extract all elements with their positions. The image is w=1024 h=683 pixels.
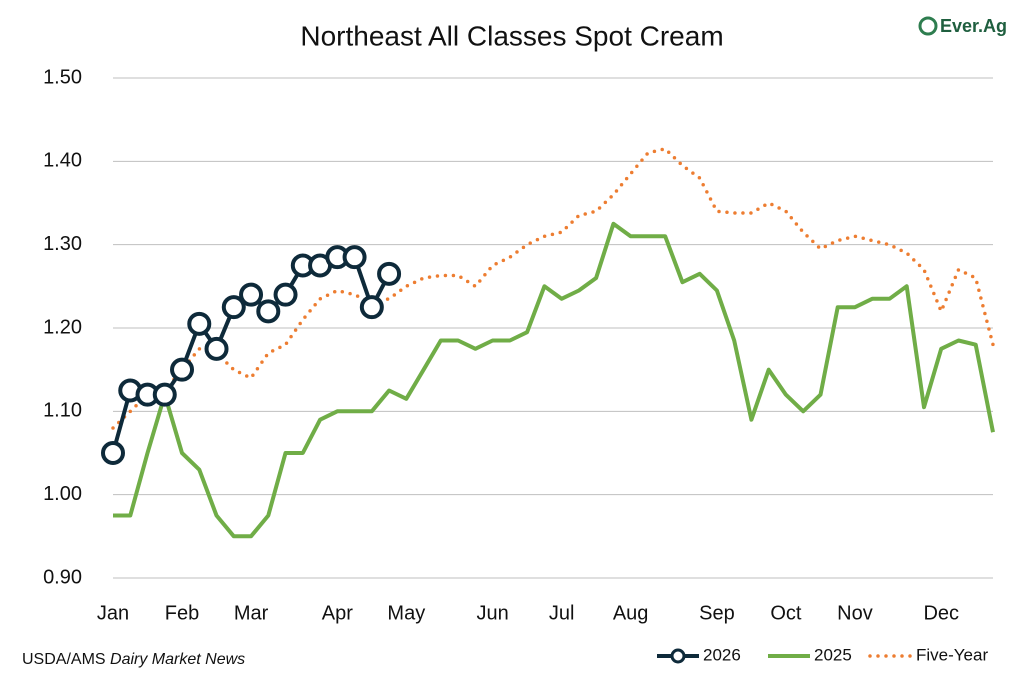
y-tick-label: 1.00 (43, 483, 82, 505)
logo: Ever.Ag (918, 16, 1007, 36)
x-tick-label: Jul (549, 602, 575, 624)
source-prefix: USDA/AMS (22, 651, 110, 668)
y-tick-label: 0.90 (43, 566, 82, 588)
x-tick-label: Jan (97, 602, 129, 624)
legend-label: 2025 (814, 645, 852, 664)
legend-item: 2026 (657, 645, 741, 664)
x-tick-label: Jun (476, 602, 508, 624)
legend-label: 2026 (703, 645, 741, 664)
marker (342, 245, 367, 270)
x-tick-label: Oct (770, 602, 802, 624)
y-tick-label: 1.40 (43, 150, 82, 172)
marker (273, 282, 298, 307)
x-tick-label: Nov (837, 602, 873, 624)
marker (204, 336, 229, 361)
marker (101, 441, 125, 465)
series-line (113, 221, 995, 539)
series-line (111, 147, 995, 430)
legend-item: 2025 (768, 645, 852, 664)
y-tick-label: 1.10 (43, 400, 82, 422)
x-tick-label: Apr (322, 602, 353, 624)
marker (239, 282, 264, 307)
x-tick-label: Aug (613, 602, 649, 624)
x-tick-label: May (387, 602, 425, 624)
marker (170, 357, 195, 382)
chart-title: Northeast All Classes Spot Cream (300, 20, 723, 51)
marker (187, 311, 212, 336)
legend-item: Five-Year (868, 645, 988, 664)
source: USDA/AMS Dairy Market News (22, 651, 245, 668)
y-tick-label: 1.30 (43, 233, 82, 255)
x-tick-label: Feb (165, 602, 199, 624)
legend-label: Five-Year (916, 645, 988, 664)
logo-text: Ever.Ag (940, 16, 1007, 36)
y-tick-label: 1.50 (43, 66, 82, 88)
x-tick-label: Dec (923, 602, 959, 624)
legend-marker (670, 648, 686, 664)
x-tick-label: Mar (234, 602, 269, 624)
marker (256, 299, 281, 324)
marker (359, 295, 384, 320)
marker (152, 382, 177, 407)
x-tick-label: Sep (699, 602, 735, 624)
logo-icon (918, 16, 938, 36)
marker (377, 261, 402, 286)
source-italic: Dairy Market News (110, 651, 245, 668)
y-tick-label: 1.20 (43, 316, 82, 338)
marker (221, 295, 246, 320)
